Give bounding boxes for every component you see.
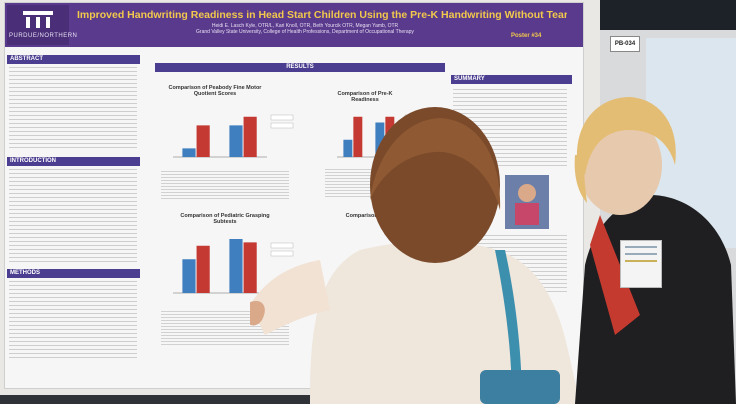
chart-bar bbox=[196, 125, 210, 157]
chart-bar bbox=[375, 122, 385, 157]
authors-line-1: Heidi E. Lasch Kyle, OTR/L, Kari Knoll, … bbox=[211, 23, 399, 29]
chart-bar bbox=[353, 116, 363, 157]
university-logo: PURDUE/NORTHERN bbox=[7, 5, 78, 45]
chart-bar bbox=[243, 242, 257, 293]
introduction-text bbox=[9, 169, 137, 265]
chart-3 bbox=[173, 239, 294, 294]
chart-legend-entry bbox=[270, 122, 294, 129]
poster-title: Improved Handwriting Readiness in Head S… bbox=[77, 9, 567, 21]
child-photo bbox=[505, 175, 549, 229]
chart-1-caption bbox=[161, 171, 289, 199]
section-abstract-heading: ABSTRACT bbox=[7, 55, 140, 64]
badge-line bbox=[625, 260, 657, 262]
logo-mark-icon bbox=[23, 11, 53, 28]
chart-4-title: Comparison of Scores bbox=[345, 213, 405, 219]
authors-line-2: Grand Valley State University, College o… bbox=[196, 29, 414, 35]
chart-bar bbox=[229, 125, 243, 157]
neighbor-poster-tag: PB-034 bbox=[610, 36, 640, 52]
chart-1-title: Comparison of Peabody Fine Motor Quotien… bbox=[168, 85, 262, 97]
section-methods-heading: METHODS bbox=[7, 269, 140, 278]
chart-bar bbox=[343, 139, 353, 157]
section-introduction-heading: INTRODUCTION bbox=[7, 157, 140, 166]
name-badge bbox=[620, 240, 662, 288]
chart-1 bbox=[173, 114, 294, 158]
poster-number: Poster #34 bbox=[511, 33, 542, 39]
poster-banner: PURDUE/NORTHERN Improved Handwriting Rea… bbox=[5, 3, 583, 47]
chart-bar bbox=[229, 239, 243, 293]
chart-legend-entry bbox=[270, 242, 294, 249]
chart-3-title: Comparison of Pediatric Grasping Subtest… bbox=[180, 213, 270, 225]
badge-line bbox=[625, 246, 657, 248]
presenter-woman-figure bbox=[574, 97, 736, 404]
chart-legend-entry bbox=[270, 114, 294, 121]
section-results-heading: RESULTS bbox=[155, 63, 445, 72]
chart-bar bbox=[196, 245, 210, 293]
abstract-text bbox=[9, 67, 137, 151]
methods-text bbox=[9, 281, 137, 361]
poster-authors: Heidi E. Lasch Kyle, OTR/L, Kari Knoll, … bbox=[155, 23, 455, 35]
visitor-woman-figure bbox=[250, 107, 580, 404]
badge-line bbox=[625, 253, 657, 255]
chart-legend-entry bbox=[270, 250, 294, 257]
chart-2-title: Comparison of Pre-K Readiness bbox=[337, 91, 393, 103]
section-summary-heading: SUMMARY bbox=[451, 75, 572, 84]
chart-bar bbox=[243, 116, 257, 157]
chart-bar bbox=[182, 259, 196, 293]
chart-bar bbox=[182, 148, 196, 157]
logo-text: PURDUE/NORTHERN bbox=[9, 33, 78, 39]
